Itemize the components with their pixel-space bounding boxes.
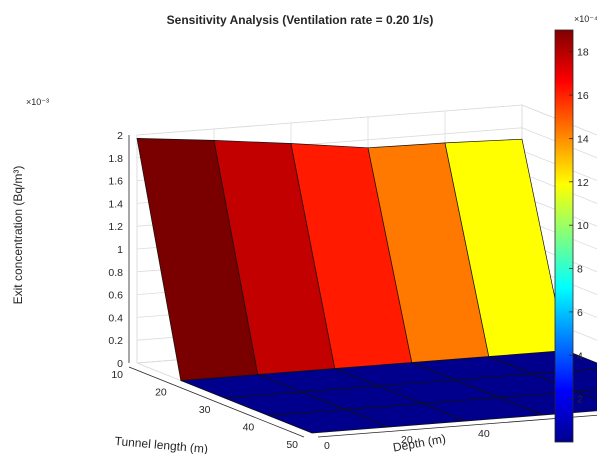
colorbar-tick-label: 6 bbox=[577, 307, 583, 319]
colorbar-tick-label: 8 bbox=[577, 264, 583, 276]
z-tick-label: 0.8 bbox=[108, 267, 123, 279]
colorbar-gradient bbox=[554, 29, 574, 443]
z-tick-label: 1.6 bbox=[108, 176, 123, 188]
z-axis-exponent: ×10⁻³ bbox=[26, 97, 49, 107]
y-tick-label: 0 bbox=[324, 440, 330, 452]
surface-plot bbox=[136, 138, 597, 434]
colorbar-tick-label: 12 bbox=[577, 177, 589, 189]
colorbar-tick-label: 10 bbox=[577, 220, 589, 232]
colorbar: ×10⁻⁴ 2 4 6 8 10 12 14 16 18 bbox=[554, 14, 597, 443]
z-axis-label: Exit concentration (Bq/m³) bbox=[11, 166, 25, 305]
surface-face-zero bbox=[576, 389, 597, 401]
z-tick-label: 0.4 bbox=[108, 312, 123, 324]
y-tick-label: 20 bbox=[401, 434, 413, 446]
colorbar-tick-label: 14 bbox=[577, 133, 589, 145]
x-tick-label: 50 bbox=[286, 439, 298, 451]
y-tick-label: 40 bbox=[478, 428, 490, 440]
z-tick-label: 1.4 bbox=[108, 198, 123, 210]
x-tick-label: 10 bbox=[111, 369, 123, 381]
colorbar-tick-label: 16 bbox=[577, 90, 589, 102]
z-tick-label: 0.6 bbox=[108, 290, 123, 302]
axes-lines bbox=[128, 135, 597, 438]
z-tick-label: 0 bbox=[117, 358, 123, 370]
z-tick-label: 1 bbox=[117, 244, 123, 256]
colorbar-ticks: 2 4 6 8 10 12 14 16 18 bbox=[569, 47, 589, 406]
colorbar-tick-label: 2 bbox=[577, 394, 583, 406]
chart-title: Sensitivity Analysis (Ventilation rate =… bbox=[167, 13, 434, 27]
x-axis-line bbox=[128, 366, 305, 438]
colorbar-tick-label: 4 bbox=[577, 350, 583, 362]
z-tick-label: 0.2 bbox=[108, 335, 123, 347]
x-tick-label: 40 bbox=[243, 422, 255, 434]
x-axis-label: Tunnel length (m) bbox=[114, 434, 208, 454]
y-axis-line bbox=[317, 414, 597, 438]
colorbar-exponent: ×10⁻⁴ bbox=[574, 14, 597, 24]
x-tick-label: 30 bbox=[199, 404, 211, 416]
z-tick-label: 2 bbox=[117, 130, 123, 142]
colorbar-tick-label: 18 bbox=[577, 47, 589, 59]
z-tick-label: 1.8 bbox=[108, 153, 123, 165]
x-tick-label: 20 bbox=[155, 387, 167, 399]
z-tick-label: 1.2 bbox=[108, 221, 123, 233]
tick-labels: 0 0.2 0.4 0.6 0.8 1 1.2 1.4 1.6 1.8 2 10 20 30 40 50 0 20… bbox=[108, 130, 566, 452]
